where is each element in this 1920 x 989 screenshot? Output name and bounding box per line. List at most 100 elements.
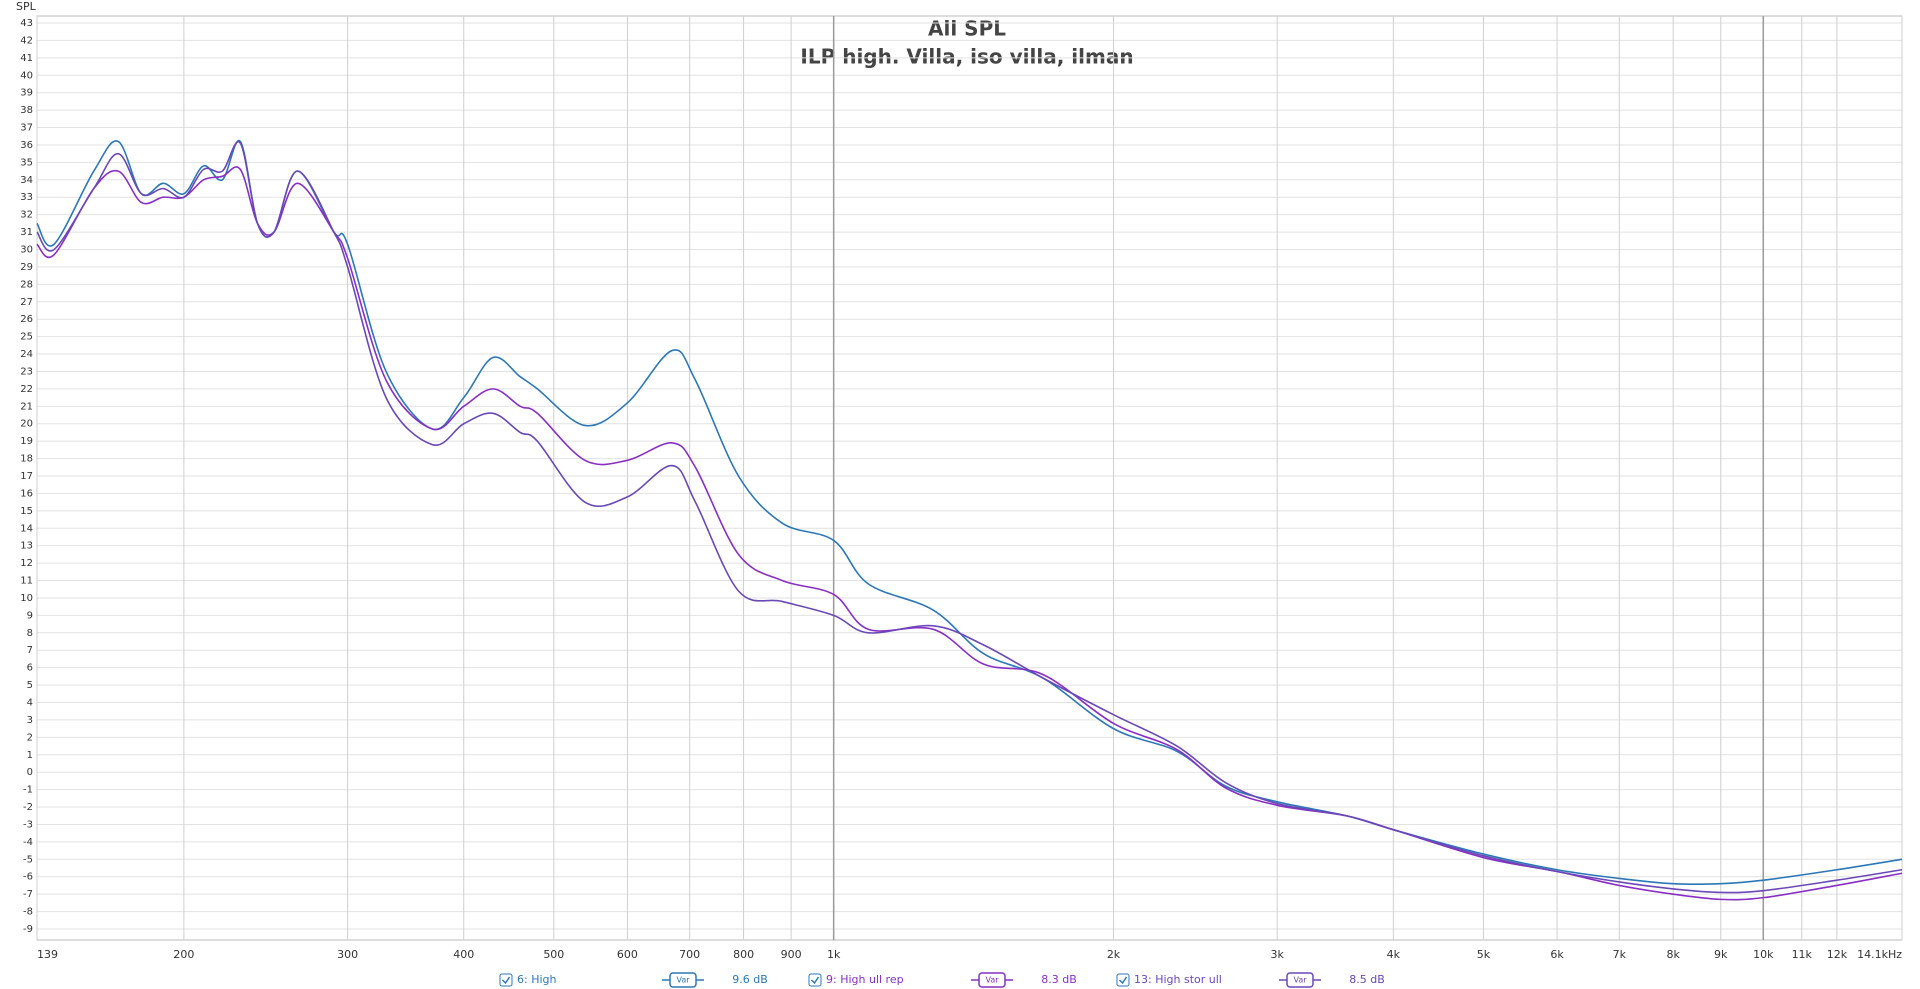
y-tick-label: 23: [20, 366, 33, 377]
checkmark: [810, 976, 820, 985]
x-tick-label: 300: [337, 948, 358, 961]
y-tick-label: 0: [27, 767, 33, 778]
y-tick-label: -8: [23, 907, 33, 918]
y-tick-label: 37: [20, 123, 33, 134]
x-tick-label: 500: [543, 948, 564, 961]
y-tick-label: -6: [23, 872, 33, 883]
legend-value: 8.5 dB: [1349, 973, 1385, 986]
y-tick-label: 17: [20, 471, 33, 482]
y-tick-label: 27: [20, 297, 33, 308]
x-tick-label: 7k: [1613, 948, 1627, 961]
y-tick-label: 42: [20, 35, 33, 46]
y-tick-label: 16: [20, 488, 33, 499]
x-tick-label: 6k: [1550, 948, 1564, 961]
y-tick-label: 2: [27, 732, 33, 743]
y-tick-label: -4: [23, 837, 33, 848]
grid: [36, 16, 1903, 940]
y-tick-label: 13: [20, 541, 33, 552]
legend-checkbox[interactable]: [499, 973, 513, 987]
y-tick-label: 10: [20, 593, 33, 604]
y-tick-label: 11: [20, 576, 33, 587]
y-tick-label: 38: [20, 105, 33, 116]
y-tick-label: 14: [20, 523, 33, 534]
legend-label: 9: High ull rep: [826, 973, 904, 986]
checkmark: [501, 976, 511, 985]
x-tick-label: 400: [453, 948, 474, 961]
legend-var-text: Var: [676, 976, 690, 985]
series-line: [36, 140, 1903, 894]
legend-var-button[interactable]: [1286, 972, 1314, 988]
legend-label: 6: High: [517, 973, 557, 986]
x-tick-label: 3k: [1271, 948, 1285, 961]
legend-var-button[interactable]: [978, 972, 1006, 988]
x-tick-label: 2k: [1107, 948, 1121, 961]
plot-frame: [36, 15, 1903, 941]
y-axis-label: SPL: [16, 0, 37, 13]
y-tick-label: 22: [20, 384, 33, 395]
y-tick-label: 5: [27, 680, 33, 691]
y-tick-label: 15: [20, 506, 33, 517]
y-tick-label: -5: [23, 854, 33, 865]
legend-item: 13: High stor ull Var 8.5 dB: [1116, 972, 1385, 988]
y-tick-label: 6: [27, 663, 33, 674]
y-tick-label: 32: [20, 210, 33, 221]
y-tick-label: 24: [20, 349, 33, 360]
y-tick-label: 34: [20, 175, 33, 186]
y-tick-label: 43: [20, 18, 33, 29]
legend-checkbox[interactable]: [808, 973, 822, 987]
y-tick-label: 25: [20, 332, 33, 343]
x-tick-label: 11k: [1792, 948, 1813, 961]
x-tick-label: 9k: [1714, 948, 1728, 961]
y-tick-label: 28: [20, 279, 33, 290]
x-tick-label: 200: [173, 948, 194, 961]
legend-label: 13: High stor ull: [1134, 973, 1222, 986]
y-tick-label: -3: [23, 819, 33, 830]
x-tick-label: 5k: [1477, 948, 1491, 961]
y-tick-label: 12: [20, 558, 33, 569]
y-tick-label: 39: [20, 88, 33, 99]
series-line: [36, 166, 1903, 901]
x-tick-label: 8k: [1667, 948, 1681, 961]
y-tick-label: 35: [20, 157, 33, 168]
y-tick-label: 18: [20, 454, 33, 465]
legend-item: 6: High Var 9.6 dB: [499, 972, 768, 988]
y-tick-label: 31: [20, 227, 33, 238]
legend-var-text: Var: [985, 976, 999, 985]
checkmark: [1118, 976, 1128, 985]
y-tick-label: 19: [20, 436, 33, 447]
legend-checkbox[interactable]: [1116, 973, 1130, 987]
chart-title: All SPL: [928, 17, 1006, 41]
x-tick-label: 700: [679, 948, 700, 961]
y-tick-label: 33: [20, 192, 33, 203]
y-tick-label: -7: [23, 889, 33, 900]
x-tick-label: 600: [617, 948, 638, 961]
y-tick-label: 40: [20, 70, 33, 81]
y-tick-label: 41: [20, 53, 33, 64]
legend-value: 8.3 dB: [1041, 973, 1077, 986]
x-tick-label: 800: [733, 948, 754, 961]
y-tick-label: 20: [20, 419, 33, 430]
y-tick-label: 30: [20, 245, 33, 256]
legend-item: 9: High ull rep Var 8.3 dB: [808, 972, 1077, 988]
y-tick-label: -9: [23, 924, 33, 935]
y-tick-label: 26: [20, 314, 33, 325]
y-tick-label: 36: [20, 140, 33, 151]
y-tick-label: 9: [27, 610, 33, 621]
legend-var-button[interactable]: [669, 972, 697, 988]
x-tick-label: 1k: [827, 948, 841, 961]
y-tick-label: 29: [20, 262, 33, 273]
legend-value: 9.6 dB: [732, 973, 768, 986]
legend-var-text: Var: [1293, 976, 1307, 985]
chart-subtitle: ILP high. Villa, iso villa, ilman: [800, 45, 1133, 69]
y-tick-label: -2: [23, 802, 33, 813]
y-tick-label: 21: [20, 401, 33, 412]
x-tick-label: 12k: [1827, 948, 1848, 961]
x-tick-label: 14.1kHz: [1857, 948, 1902, 961]
y-tick-label: 3: [27, 715, 33, 726]
y-tick-label: 7: [27, 645, 33, 656]
x-tick-label: 139: [37, 948, 58, 961]
y-tick-label: 8: [27, 628, 33, 639]
x-tick-label: 10k: [1753, 948, 1774, 961]
